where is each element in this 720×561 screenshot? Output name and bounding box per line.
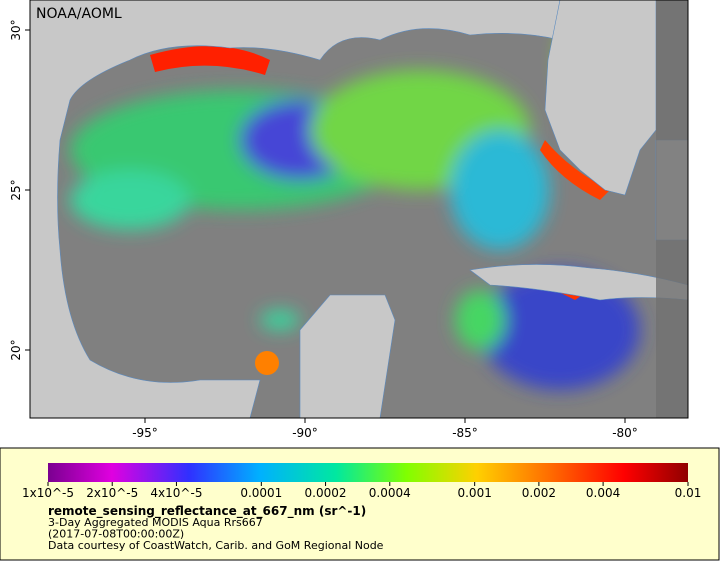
lat-tick-label: 30° [9, 19, 23, 40]
legend-line: Data courtesy of CoastWatch, Carib. and … [48, 539, 384, 552]
no-data-strip [656, 0, 688, 418]
map-frame [29, 0, 689, 419]
lon-tick-label: -85° [452, 426, 478, 440]
lat-tick-label: 25° [9, 179, 23, 200]
legend-line: (2017-07-08T00:00:00Z) [48, 528, 184, 541]
land [30, 0, 688, 418]
colorbar-label: 0.0002 [305, 486, 347, 500]
lon-tick-label: -95° [132, 426, 158, 440]
lon-tick-label: -90° [292, 426, 318, 440]
legend-line: 3-Day Aggregated MODIS Aqua Rrs667 [48, 516, 263, 529]
colorbar-label: 0.0001 [240, 486, 282, 500]
lon-tick-label: -80° [612, 426, 638, 440]
colorbar [48, 463, 688, 482]
colorbar-label: 0.01 [675, 486, 702, 500]
colorbar-label: 0.001 [457, 486, 491, 500]
colorbar-label: 1x10^-5 [22, 486, 74, 500]
colorbar-label: 2x10^-5 [86, 486, 138, 500]
lat-tick-label: 20° [9, 339, 23, 360]
colorbar-label: 4x10^-5 [150, 486, 202, 500]
watermark: NOAA/AOML [36, 6, 122, 22]
variable-name: remote_sensing_reflectance_at_667_nm (sr… [48, 504, 366, 519]
map-area: NOAA/AOML [30, 0, 688, 418]
colorbar-label: 0.002 [522, 486, 556, 500]
colorbar-label: 0.0004 [369, 486, 411, 500]
colorbar-label: 0.004 [586, 486, 620, 500]
